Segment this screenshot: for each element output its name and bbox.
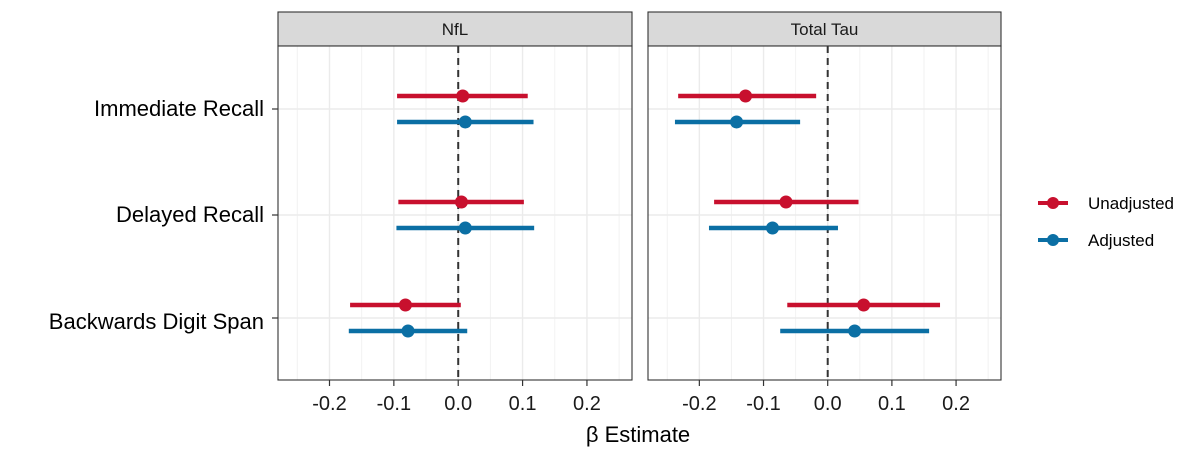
panel-title-total-tau: Total Tau [791,20,859,39]
point-total-tau-backwards-digit-span-unadjusted [857,298,871,312]
panel-total-tau: Total Tau -0.2 -0.1 0.0 0.1 0.2 [647,11,1002,415]
panel-background-nfl [278,46,632,380]
point-nfl-delayed-recall-unadjusted [454,195,468,209]
panel-nfl: NfL -0.2 -0.1 0.0 0.1 0.2 [272,11,633,415]
legend: Unadjusted Adjusted [1038,194,1174,250]
panels: NfL -0.2 -0.1 0.0 0.1 0.2 Total Tau -0.2 -0.1 0.0… [272,11,1002,415]
point-total-tau-delayed-recall-adjusted [766,221,780,235]
panel-strip-nfl [277,11,633,47]
panel-border-nfl [277,45,633,381]
x-tick-label-nfl-3: 0.1 [509,393,537,415]
category-label-delayed-recall: Delayed Recall [116,202,264,227]
point-nfl-immediate-recall-adjusted [458,115,472,129]
panel-title-nfl: NfL [442,20,468,39]
point-total-tau-delayed-recall-unadjusted [779,195,793,209]
category-label-backwards-digit-span: Backwards Digit Span [49,309,264,334]
point-nfl-backwards-digit-span-unadjusted [398,298,412,312]
category-labels: Immediate Recall Delayed Recall Backward… [49,96,264,334]
x-tick-label-nfl-4: 0.2 [573,393,601,415]
point-nfl-backwards-digit-span-adjusted [401,324,415,338]
x-tick-label-nfl-1: -0.1 [377,393,411,415]
panel-border-total-tau [647,45,1002,381]
x-tick-label-total-tau-2: 0.0 [814,393,842,415]
legend-point-unadjusted [1047,197,1059,209]
point-total-tau-backwards-digit-span-adjusted [848,324,862,338]
panel-strip-total-tau [647,11,1002,47]
x-tick-label-total-tau-3: 0.1 [878,393,906,415]
legend-point-adjusted [1047,234,1059,246]
point-total-tau-immediate-recall-unadjusted [739,89,753,103]
point-nfl-delayed-recall-adjusted [458,221,472,235]
point-nfl-immediate-recall-unadjusted [456,89,470,103]
x-axis-title: β Estimate [586,422,690,447]
x-tick-label-total-tau-1: -0.1 [746,393,780,415]
category-label-immediate-recall: Immediate Recall [94,96,264,121]
x-tick-label-nfl-2: 0.0 [444,393,472,415]
x-tick-label-nfl-0: -0.2 [312,393,346,415]
legend-label-adjusted: Adjusted [1088,231,1154,250]
panel-background-total-tau [648,46,1001,380]
point-total-tau-immediate-recall-adjusted [730,115,744,129]
x-tick-label-total-tau-4: 0.2 [942,393,970,415]
x-tick-label-total-tau-0: -0.2 [682,393,716,415]
legend-label-unadjusted: Unadjusted [1088,194,1174,213]
